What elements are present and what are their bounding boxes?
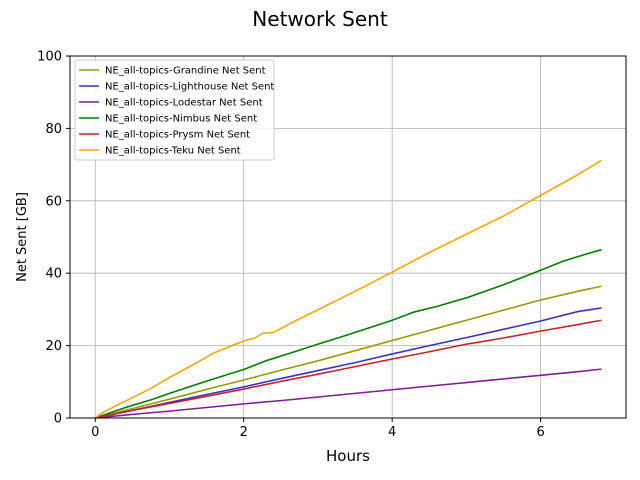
legend-label-4: NE_all-topics-Prysm Net Sent [105,130,250,141]
legend-label-3: NE_all-topics-Nimbus Net Sent [105,114,257,125]
legend: NE_all-topics-Grandine Net Sent NE_all-to… [74,59,275,161]
x-axis-label: Hours [326,447,370,465]
series-line-2 [95,368,602,419]
y-tick-label: 0 [54,412,62,427]
chart-title: Network Sent [252,7,388,31]
y-tick-label: 100 [37,50,62,65]
legend-box [74,59,275,161]
x-tick-label: 6 [536,425,544,440]
y-tick-label: 80 [45,122,62,137]
y-tick-label: 60 [45,194,62,209]
legend-label-5: NE_all-topics-Teku Net Sent [105,146,241,157]
series-line-5 [94,159,602,419]
series-line-0 [95,285,602,419]
legend-label-1: NE_all-topics-Lighthouse Net Sent [105,82,274,93]
y-axis-label: Net Sent [GB] [15,192,30,282]
series-lines [94,159,602,419]
series-line-1 [95,307,602,419]
series-line-4 [95,319,602,419]
x-tick-label: 2 [240,425,248,440]
x-tick-label: 0 [91,425,99,440]
y-tick-label: 20 [45,339,62,354]
plot-frame [69,55,627,419]
legend-label-0: NE_all-topics-Grandine Net Sent [105,66,266,77]
y-tick-label: 40 [45,267,62,282]
series-line-3 [94,248,602,419]
legend-label-2: NE_all-topics-Lodestar Net Sent [105,98,263,109]
x-tick-label: 4 [388,425,396,440]
